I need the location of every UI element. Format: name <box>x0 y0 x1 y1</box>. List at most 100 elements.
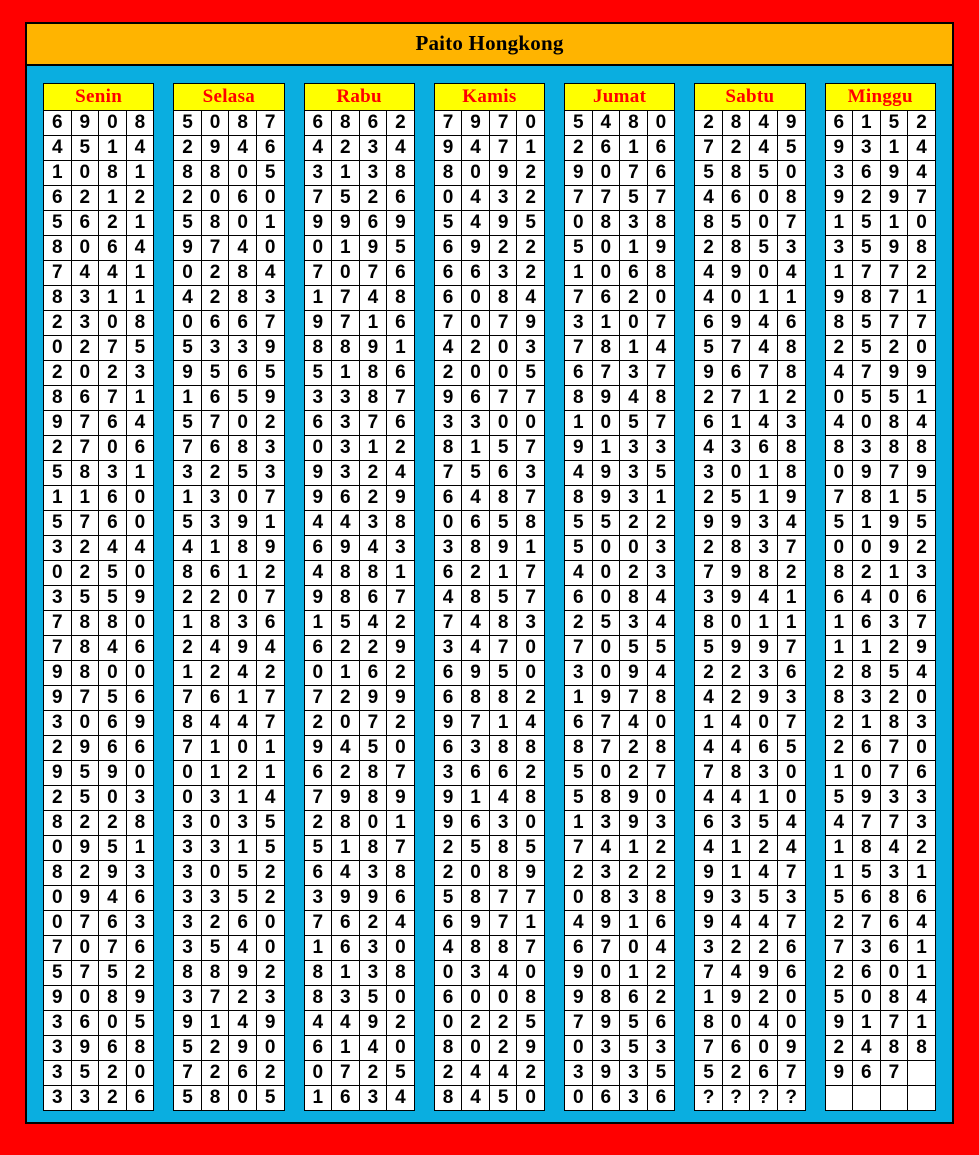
digit-cell: 4 <box>591 835 621 861</box>
digit-cell: 3 <box>488 185 518 211</box>
digit-cell: 2 <box>694 535 723 561</box>
digit-cell: 1 <box>461 435 490 461</box>
column-spacer <box>805 1086 825 1111</box>
digit-cell: 1 <box>824 835 854 861</box>
digit-cell: 6 <box>386 410 415 436</box>
column-spacer <box>284 536 304 561</box>
column-spacer <box>414 186 434 211</box>
digit-cell: 1 <box>386 810 415 836</box>
digit-cell: 9 <box>125 985 155 1011</box>
column-spacer <box>675 1036 695 1061</box>
digit-cell: 2 <box>824 1035 854 1061</box>
digit-cell: 8 <box>591 985 621 1011</box>
column-spacer <box>675 1011 695 1036</box>
digit-cell: 2 <box>516 685 545 711</box>
digit-cell: 3 <box>776 235 806 261</box>
digit-cell: 4 <box>694 185 723 211</box>
digit-cell: 3 <box>461 410 490 436</box>
digit-cell: 7 <box>516 585 545 611</box>
digit-cell: 7 <box>879 760 909 786</box>
digit-cell: 1 <box>824 760 854 786</box>
digit-cell: 0 <box>386 935 415 961</box>
digit-cell: 1 <box>879 135 909 161</box>
column-spacer <box>545 261 565 286</box>
digit-cell: 2 <box>488 1035 518 1061</box>
digit-cell: 8 <box>776 435 806 461</box>
digit-cell: 3 <box>331 385 360 411</box>
digit-cell: 9 <box>776 485 806 511</box>
digit-cell: 0 <box>721 1010 751 1036</box>
digit-cell: 2 <box>852 185 881 211</box>
column-spacer <box>154 811 174 836</box>
digit-cell: 7 <box>564 835 593 861</box>
column-spacer <box>154 1061 174 1086</box>
digit-cell: 1 <box>173 660 202 686</box>
column-spacer <box>414 711 434 736</box>
digit-cell: 4 <box>386 460 415 486</box>
digit-cell: 8 <box>852 285 881 311</box>
digit-cell: 7 <box>879 460 909 486</box>
digit-cell: 8 <box>358 560 388 586</box>
digit-cell: 0 <box>125 1060 155 1086</box>
digit-cell: 5 <box>694 335 723 361</box>
column-spacer <box>154 686 174 711</box>
digit-cell: 8 <box>70 635 100 661</box>
digit-cell: 7 <box>488 310 518 336</box>
digit-cell: 3 <box>907 810 936 836</box>
digit-cell: 3 <box>173 810 202 836</box>
column-spacer <box>805 261 825 286</box>
digit-cell: 5 <box>619 410 648 436</box>
column-spacer <box>284 611 304 636</box>
digit-cell: 2 <box>98 1085 127 1111</box>
digit-cell: 3 <box>591 860 621 886</box>
digit-cell: 3 <box>433 635 463 661</box>
digit-cell: 9 <box>907 360 936 386</box>
digit-cell: 4 <box>749 410 778 436</box>
digit-cell: 5 <box>516 360 545 386</box>
column-spacer <box>805 486 825 511</box>
digit-cell: 0 <box>776 760 806 786</box>
column-spacer <box>414 686 434 711</box>
digit-cell: 0 <box>516 635 545 661</box>
digit-cell: 6 <box>98 235 127 261</box>
column-spacer <box>154 336 174 361</box>
digit-cell: 6 <box>331 910 360 936</box>
digit-cell: 3 <box>358 960 388 986</box>
digit-cell: 6 <box>749 1060 778 1086</box>
digit-cell: 9 <box>331 785 360 811</box>
digit-cell: 8 <box>591 210 621 236</box>
column-spacer <box>675 536 695 561</box>
digit-cell: 0 <box>879 585 909 611</box>
digit-cell: 3 <box>646 810 676 836</box>
digit-cell: 2 <box>564 610 593 636</box>
digit-cell: 0 <box>461 310 490 336</box>
digit-cell: 5 <box>228 885 257 911</box>
digit-cell: 8 <box>564 485 593 511</box>
digit-cell: 4 <box>619 710 648 736</box>
digit-cell: 7 <box>852 910 881 936</box>
digit-cell: 1 <box>228 835 257 861</box>
digit-cell: 1 <box>619 135 648 161</box>
column-spacer <box>675 561 695 586</box>
column-spacer <box>414 586 434 611</box>
digit-cell: 4 <box>488 1060 518 1086</box>
digit-cell: 8 <box>516 985 545 1011</box>
digit-cell: 6 <box>98 735 127 761</box>
digit-cell: 6 <box>591 135 621 161</box>
digit-cell: 8 <box>564 735 593 761</box>
digit-cell: 9 <box>461 235 490 261</box>
digit-cell: 4 <box>694 685 723 711</box>
digit-cell: 2 <box>386 1010 415 1036</box>
digit-cell: 9 <box>43 660 72 686</box>
digit-cell: 9 <box>303 485 333 511</box>
digit-cell: 1 <box>43 485 72 511</box>
digit-cell: 5 <box>358 985 388 1011</box>
column-spacer <box>675 361 695 386</box>
digit-cell: 8 <box>331 335 360 361</box>
digit-cell: 4 <box>461 185 490 211</box>
